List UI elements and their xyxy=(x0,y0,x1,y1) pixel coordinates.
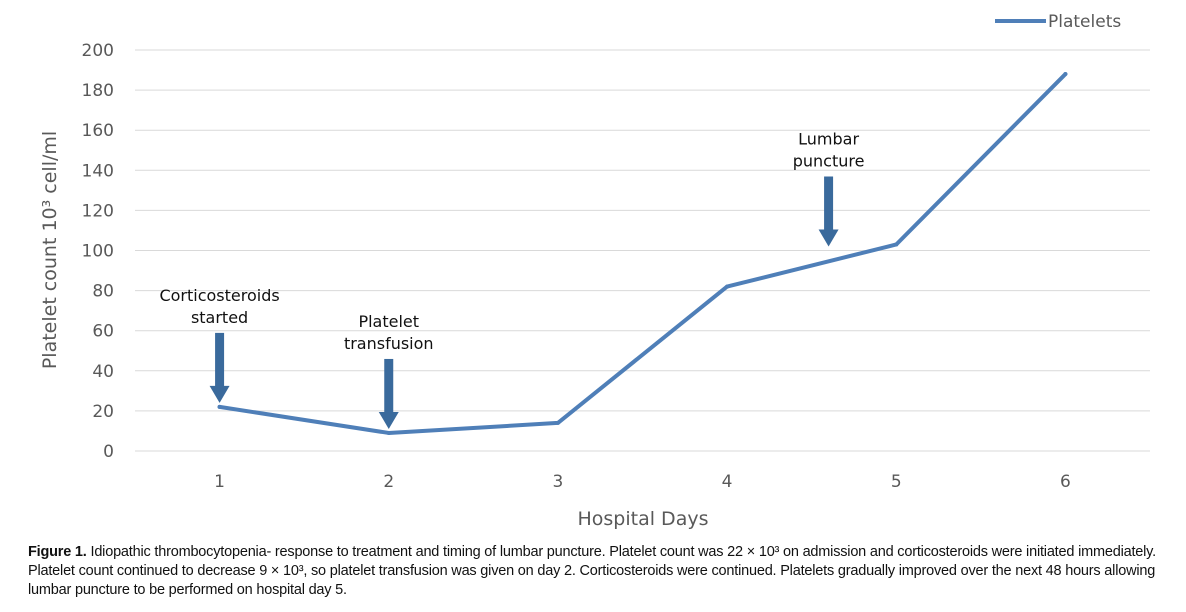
platelet-line-chart: 0 20 40 60 80 100 120 140 160 180 200 1 2 3 4 5 6 Plate… xyxy=(39,12,1150,530)
x-axis-ticks: 1 2 3 4 5 6 xyxy=(214,472,1071,492)
annotation-text: Corticosteroids xyxy=(159,286,279,305)
legend: Platelets xyxy=(995,12,1121,32)
annotation: Platelet transfusion xyxy=(344,312,434,429)
annotation-text: transfusion xyxy=(344,334,434,353)
annotation-text: Platelet xyxy=(358,312,419,331)
caption-text: Idiopathic thrombocytopenia- response to… xyxy=(28,544,1156,598)
y-tick-label: 40 xyxy=(92,362,114,382)
arrow-shaft xyxy=(384,358,394,413)
data-point xyxy=(725,284,730,289)
arrow-head xyxy=(378,411,399,429)
x-tick-label: 6 xyxy=(1060,472,1071,492)
y-tick-label: 0 xyxy=(103,442,114,462)
x-tick-label: 4 xyxy=(722,472,733,492)
annotation-text: started xyxy=(191,308,248,327)
grid-lines xyxy=(135,49,1150,452)
data-point xyxy=(386,430,391,435)
caption-label: Figure 1. xyxy=(28,544,87,560)
series-line-platelets xyxy=(217,72,1068,435)
x-tick-label: 3 xyxy=(553,472,564,492)
x-tick-label: 1 xyxy=(214,472,225,492)
x-tick-label: 5 xyxy=(891,472,902,492)
annotation-text: puncture xyxy=(793,152,865,171)
legend-label: Platelets xyxy=(1048,12,1121,32)
figure-caption: Figure 1. Idiopathic thrombocytopenia- r… xyxy=(28,543,1178,600)
arrow-head xyxy=(818,229,839,247)
y-tick-label: 100 xyxy=(82,242,114,262)
y-tick-label: 20 xyxy=(92,402,114,422)
y-tick-label: 60 xyxy=(92,322,114,342)
y-tick-label: 180 xyxy=(82,81,114,101)
y-tick-label: 160 xyxy=(82,121,114,141)
y-tick-label: 140 xyxy=(82,161,114,181)
x-tick-label: 2 xyxy=(383,472,394,492)
y-axis-label: Platelet count 10³ cell/ml xyxy=(39,131,61,369)
y-tick-label: 120 xyxy=(82,201,114,221)
x-axis-label: Hospital Days xyxy=(578,508,709,530)
y-tick-label: 80 xyxy=(92,282,114,302)
data-point xyxy=(1063,72,1068,77)
arrow-shaft xyxy=(824,176,834,231)
series-layer xyxy=(217,72,1068,435)
annotation: Corticosteroids started xyxy=(159,286,280,403)
y-axis-ticks: 0 20 40 60 80 100 120 140 160 180 200 xyxy=(82,41,114,462)
annotation: Lumbar puncture xyxy=(793,130,865,247)
data-point xyxy=(217,404,222,409)
data-point xyxy=(555,420,560,425)
arrow-shaft xyxy=(215,332,225,387)
data-point xyxy=(894,242,899,247)
annotation-text: Lumbar xyxy=(798,130,859,149)
y-tick-label: 200 xyxy=(82,41,114,61)
arrow-head xyxy=(209,385,230,403)
annotations-layer: Corticosteroids started Platelet transfusio… xyxy=(159,130,864,429)
